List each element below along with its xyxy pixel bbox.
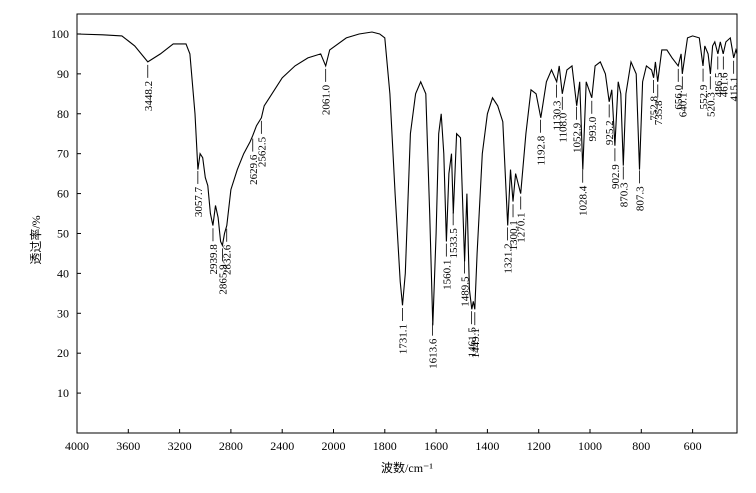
annotation-label: 1533.5: [448, 228, 460, 259]
annotation-label: 1192.8: [536, 135, 548, 165]
y-tick-label: 70: [57, 147, 69, 161]
annotation-label: 2865.9: [217, 264, 229, 295]
annotation-label: 656.0: [673, 84, 685, 109]
annotation-label: 1731.1: [397, 324, 409, 354]
annotation-label: 1130.3: [552, 100, 564, 130]
y-tick-label: 60: [57, 187, 69, 201]
x-tick-label: 1800: [373, 439, 397, 453]
x-tick-label: 1200: [527, 439, 551, 453]
y-tick-label: 90: [57, 67, 69, 81]
y-tick-label: 30: [57, 306, 69, 320]
x-tick-label: 800: [632, 439, 650, 453]
annotation-label: 2562.5: [256, 136, 268, 167]
x-tick-label: 3600: [116, 439, 140, 453]
annotation-label: 640.1: [677, 92, 689, 117]
spectrum-line: [76, 31, 738, 326]
annotation-label: 3057.7: [193, 186, 205, 217]
y-tick-label: 10: [57, 386, 69, 400]
x-tick-label: 2000: [322, 439, 346, 453]
annotation-label: 3448.2: [143, 81, 155, 111]
x-tick-label: 600: [684, 439, 702, 453]
annotation-label: 1270.1: [516, 212, 528, 242]
annotation-label: 1108.0: [557, 112, 569, 142]
x-tick-label: 1400: [475, 439, 499, 453]
annotation-label: 1052.9: [571, 122, 583, 153]
x-tick-label: 1000: [578, 439, 602, 453]
annotation-label: 1461.5: [467, 327, 479, 358]
annotation-label: 1028.4: [578, 185, 590, 216]
y-tick-label: 20: [57, 346, 69, 360]
y-tick-label: 40: [57, 266, 69, 280]
annotation-label: 807.3: [634, 186, 646, 211]
annotation-label: 1300.1: [508, 220, 520, 250]
y-tick-label: 80: [57, 107, 69, 121]
annotation-label: 1613.6: [428, 338, 440, 369]
x-tick-label: 2400: [270, 439, 294, 453]
plot-frame: [76, 13, 738, 434]
x-tick-label: 4000: [65, 439, 89, 453]
annotation-label: 1449.1: [470, 328, 482, 358]
annotation-label: 486.5: [713, 72, 725, 97]
annotation-label: 1560.1: [441, 260, 453, 290]
y-axis-label: 透过率/%: [28, 215, 43, 264]
annotation-label: 902.9: [610, 164, 622, 189]
annotation-label: 520.3: [705, 92, 717, 117]
annotation-label: 993.0: [587, 116, 599, 141]
annotation-label: 870.3: [618, 182, 630, 207]
annotation-label: 735.8: [653, 100, 665, 125]
annotation-label: 925.2: [604, 120, 616, 145]
x-axis-label: 波数/cm⁻¹: [381, 460, 433, 475]
y-tick-label: 50: [57, 226, 69, 240]
x-tick-label: 1600: [424, 439, 448, 453]
x-tick-label: 3200: [168, 439, 192, 453]
annotation-label: 1489.5: [459, 276, 471, 307]
annotation-label: 1321.2: [503, 243, 515, 273]
annotation-label: 2061.0: [321, 84, 333, 115]
y-tick-label: 100: [51, 27, 69, 41]
annotation-label: 415.1: [729, 77, 741, 102]
annotation-label: 2939.8: [208, 244, 220, 275]
annotation-label: 461.6: [718, 72, 730, 97]
annotation-label: 2629.6: [248, 154, 260, 185]
x-tick-label: 2800: [219, 439, 243, 453]
annotation-label: 552.9: [698, 84, 710, 109]
annotation-label: 2832.6: [222, 244, 234, 275]
annotation-label: 752.8: [648, 96, 660, 121]
